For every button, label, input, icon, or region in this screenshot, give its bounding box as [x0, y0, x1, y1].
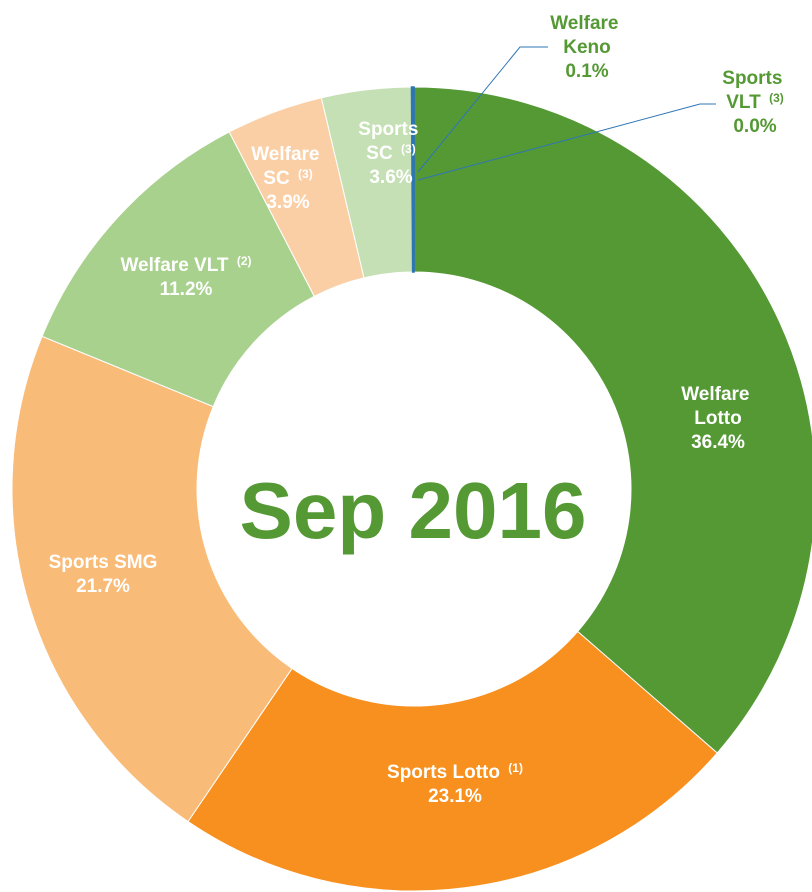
value-label: 3.9% [266, 192, 309, 213]
footnote-mark: (3) [398, 142, 416, 156]
slice-label: Sports VLT (3) [722, 68, 787, 113]
slice-label: Sports SMG [49, 552, 158, 573]
footnote-mark: (2) [234, 254, 252, 268]
slice-label: Welfare SC (3) [251, 144, 325, 189]
value-label: 0.0% [733, 116, 776, 137]
label-line: Sports Lotto [387, 762, 500, 783]
label-line: Sports [722, 68, 787, 89]
slice-label: Sports SC (3) [358, 119, 423, 164]
label-line: Welfare [681, 384, 755, 405]
donut-segment [11, 335, 293, 823]
label-line: Welfare [251, 144, 325, 165]
footnote-mark: (3) [295, 167, 313, 181]
donut-segment [413, 86, 812, 754]
value-label: 3.6% [369, 167, 412, 188]
slice-label: Welfare Keno [550, 13, 624, 58]
footnote-mark: (1) [505, 761, 523, 775]
slice-label: Welfare VLT (2) [120, 254, 251, 276]
donut-segment [187, 630, 718, 892]
slice-label: Sports Lotto (1) [387, 761, 523, 783]
value-label: 36.4% [691, 432, 745, 453]
value-label: 23.1% [428, 786, 482, 807]
label-line: Keno [563, 37, 611, 58]
leader-line [417, 103, 716, 181]
footnote-mark: (3) [766, 91, 784, 105]
label-line: VLT [726, 92, 761, 113]
slice-label: Welfare Lotto [681, 384, 755, 429]
label-line: Welfare [550, 13, 624, 34]
leader-line [417, 46, 548, 173]
label-line: Sports SMG [49, 552, 158, 573]
label-line: Sports [358, 119, 423, 140]
label-line: SC [263, 168, 290, 189]
label-line: SC [366, 143, 393, 164]
label-line: Welfare VLT [120, 255, 228, 276]
center-label: Sep 2016 [240, 466, 587, 555]
value-label: 0.1% [565, 61, 608, 82]
label-line: Lotto [694, 408, 741, 429]
value-label: 21.7% [76, 576, 130, 597]
value-label: 11.2% [160, 279, 213, 300]
